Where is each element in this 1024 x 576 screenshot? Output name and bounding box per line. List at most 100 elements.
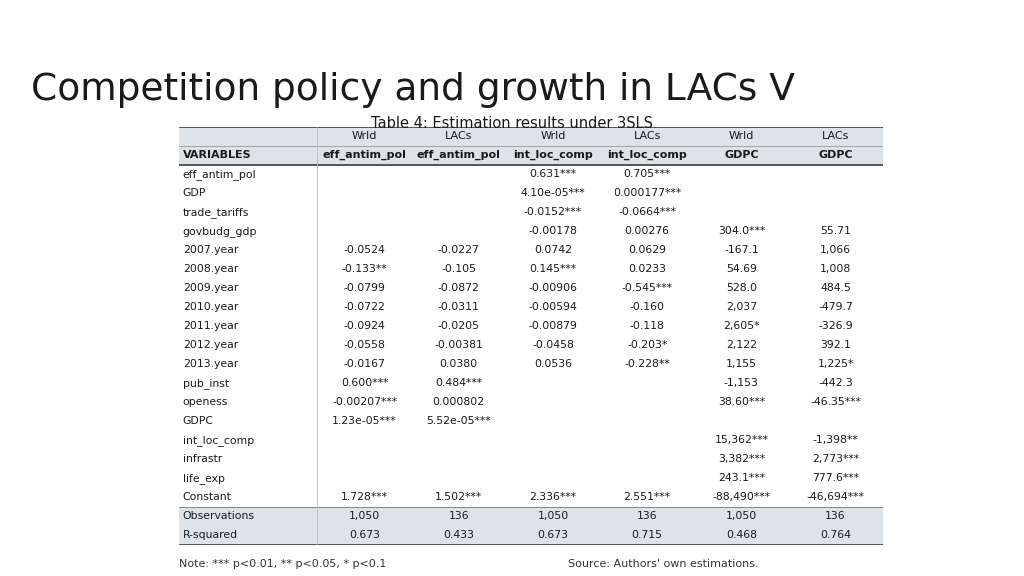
Text: 2013.year: 2013.year: [182, 359, 238, 369]
Text: 0.433: 0.433: [443, 530, 474, 540]
Text: 1.728***: 1.728***: [341, 492, 388, 502]
Text: 1,050: 1,050: [726, 511, 757, 521]
Text: 136: 136: [449, 511, 469, 521]
Text: Constant: Constant: [182, 492, 231, 502]
Text: infrastr: infrastr: [182, 454, 222, 464]
Bar: [179, 526, 883, 545]
Text: 0.145***: 0.145***: [529, 264, 577, 274]
Bar: [179, 336, 883, 355]
Text: 1.502***: 1.502***: [435, 492, 482, 502]
Bar: [179, 298, 883, 317]
Text: GDPC: GDPC: [724, 150, 759, 160]
Bar: [179, 184, 883, 203]
Text: 1,050: 1,050: [538, 511, 568, 521]
Text: 2012.year: 2012.year: [182, 340, 238, 350]
Text: LACs: LACs: [634, 131, 660, 141]
Text: 0.673: 0.673: [538, 530, 568, 540]
Bar: [179, 165, 883, 184]
Text: 0.0233: 0.0233: [628, 264, 667, 274]
Text: 3,382***: 3,382***: [718, 454, 765, 464]
Text: -479.7: -479.7: [818, 302, 853, 312]
Bar: [179, 279, 883, 298]
Text: 0.715: 0.715: [632, 530, 663, 540]
Text: -0.545***: -0.545***: [622, 283, 673, 293]
Text: 2.551***: 2.551***: [624, 492, 671, 502]
Text: 2010.year: 2010.year: [182, 302, 239, 312]
Text: -0.0524: -0.0524: [344, 245, 385, 255]
Bar: [179, 469, 883, 488]
Text: 2,773***: 2,773***: [812, 454, 859, 464]
Text: -0.203*: -0.203*: [627, 340, 668, 350]
Text: -0.160: -0.160: [630, 302, 665, 312]
Text: 304.0***: 304.0***: [718, 226, 765, 236]
Bar: [179, 203, 883, 222]
Text: 0.705***: 0.705***: [624, 169, 671, 179]
Text: 0.673: 0.673: [349, 530, 380, 540]
Bar: [179, 412, 883, 431]
Text: 0.468: 0.468: [726, 530, 757, 540]
Text: 1,066: 1,066: [820, 245, 851, 255]
Text: Source: Authors' own estimations.: Source: Authors' own estimations.: [568, 559, 759, 569]
Text: 0.000802: 0.000802: [433, 397, 484, 407]
Text: -1,153: -1,153: [724, 378, 759, 388]
Text: 0.631***: 0.631***: [529, 169, 577, 179]
Text: -0.105: -0.105: [441, 264, 476, 274]
Text: 0.0629: 0.0629: [628, 245, 667, 255]
Text: 15,362***: 15,362***: [715, 435, 768, 445]
Text: 0.484***: 0.484***: [435, 378, 482, 388]
Text: -0.0227: -0.0227: [438, 245, 479, 255]
Text: 2,605*: 2,605*: [723, 321, 760, 331]
Text: -46,694***: -46,694***: [807, 492, 864, 502]
Text: -0.0152***: -0.0152***: [524, 207, 582, 217]
Text: GDPC: GDPC: [818, 150, 853, 160]
Text: -0.0924: -0.0924: [344, 321, 385, 331]
Text: 54.69: 54.69: [726, 264, 757, 274]
Text: -0.0458: -0.0458: [532, 340, 573, 350]
Text: eff_antim_pol: eff_antim_pol: [417, 150, 501, 160]
Text: 1,008: 1,008: [820, 264, 851, 274]
Text: 2007.year: 2007.year: [182, 245, 239, 255]
Text: 1.23e-05***: 1.23e-05***: [332, 416, 397, 426]
Text: -46.35***: -46.35***: [810, 397, 861, 407]
Text: -0.0872: -0.0872: [438, 283, 479, 293]
Bar: [179, 450, 883, 469]
Text: -1,398**: -1,398**: [813, 435, 858, 445]
Text: -88,490***: -88,490***: [713, 492, 770, 502]
Text: -0.0799: -0.0799: [344, 283, 385, 293]
Bar: [179, 260, 883, 279]
Text: govbudg_gdp: govbudg_gdp: [182, 226, 257, 237]
Text: 2011.year: 2011.year: [182, 321, 238, 331]
Text: Wrld: Wrld: [352, 131, 377, 141]
Text: 136: 136: [637, 511, 657, 521]
Text: -326.9: -326.9: [818, 321, 853, 331]
Text: 1,155: 1,155: [726, 359, 757, 369]
Text: -0.228**: -0.228**: [625, 359, 670, 369]
Text: -0.0664***: -0.0664***: [618, 207, 676, 217]
Text: 777.6***: 777.6***: [812, 473, 859, 483]
Text: 2,122: 2,122: [726, 340, 757, 350]
Text: 2.336***: 2.336***: [529, 492, 577, 502]
Text: 392.1: 392.1: [820, 340, 851, 350]
Text: -0.0311: -0.0311: [438, 302, 479, 312]
Text: -0.00381: -0.00381: [434, 340, 483, 350]
Text: 0.764: 0.764: [820, 530, 851, 540]
Text: 2008.year: 2008.year: [182, 264, 239, 274]
Text: int_loc_comp: int_loc_comp: [607, 150, 687, 160]
Text: 5.52e-05***: 5.52e-05***: [426, 416, 492, 426]
Text: int_loc_comp: int_loc_comp: [182, 435, 254, 446]
Text: -0.00906: -0.00906: [528, 283, 578, 293]
Text: -0.0558: -0.0558: [344, 340, 385, 350]
Text: 484.5: 484.5: [820, 283, 851, 293]
Text: VARIABLES: VARIABLES: [182, 150, 251, 160]
Text: 243.1***: 243.1***: [718, 473, 765, 483]
Text: Wrld: Wrld: [729, 131, 754, 141]
Text: -0.00594: -0.00594: [528, 302, 578, 312]
Text: 2009.year: 2009.year: [182, 283, 239, 293]
Text: 136: 136: [825, 511, 846, 521]
Bar: [179, 393, 883, 412]
Text: 38.60***: 38.60***: [718, 397, 765, 407]
Text: Wrld: Wrld: [541, 131, 565, 141]
Bar: [179, 374, 883, 393]
Bar: [179, 317, 883, 336]
Text: 55.71: 55.71: [820, 226, 851, 236]
